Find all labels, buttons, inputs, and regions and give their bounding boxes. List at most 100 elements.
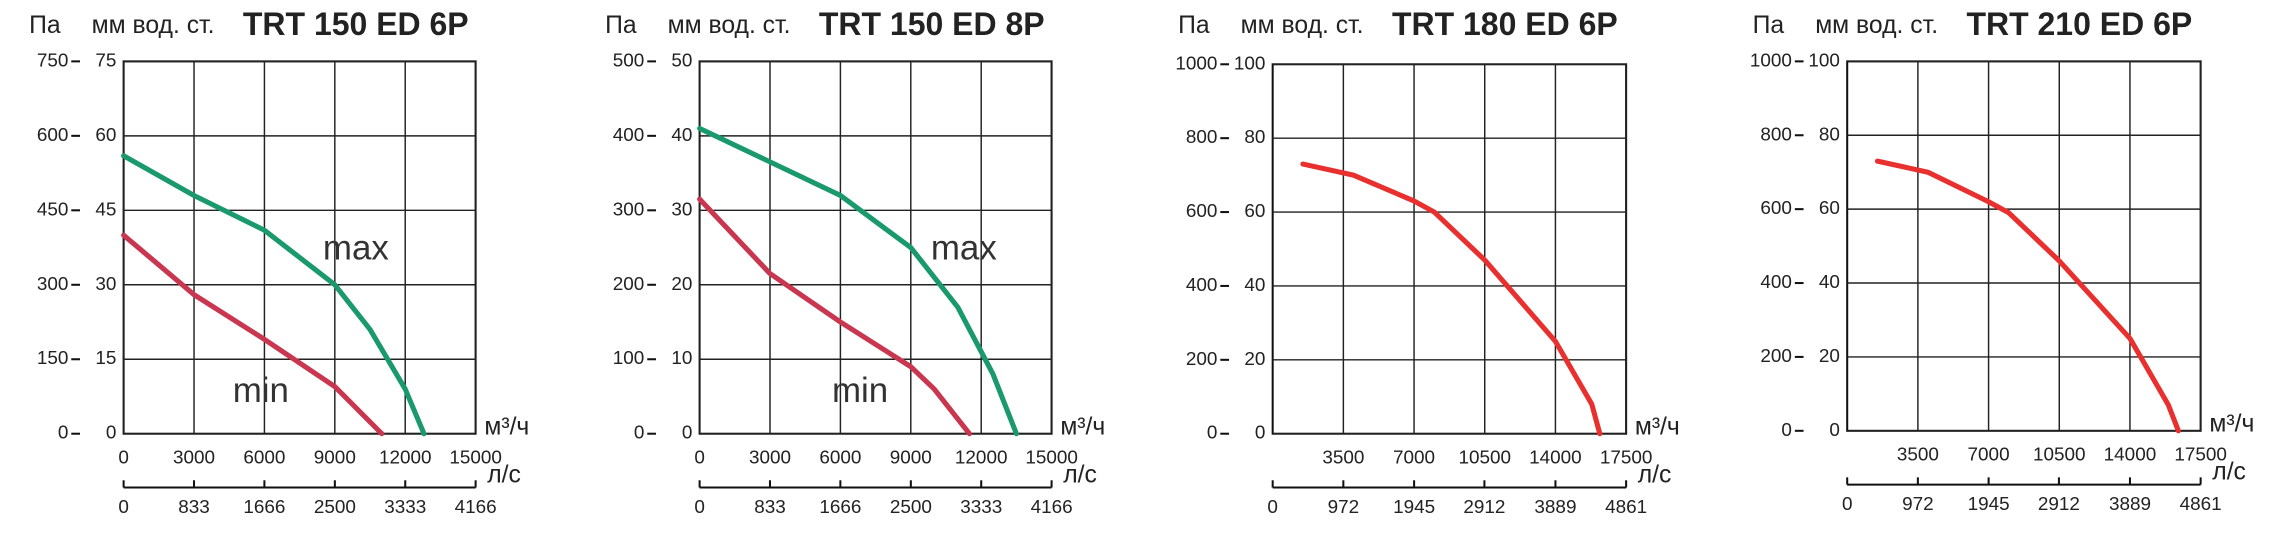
y2-tick-label: 60 xyxy=(95,125,116,146)
y2-axis-label: мм вод. ст. xyxy=(1815,12,1938,39)
x2-tick-label: 833 xyxy=(754,497,786,518)
x2-tick-label: 4166 xyxy=(1031,497,1073,518)
y2-tick-label: 100 xyxy=(1234,53,1266,74)
x2-tick-label: 833 xyxy=(178,497,210,518)
x2-tick-label: 1666 xyxy=(819,497,861,518)
y2-tick-label: 80 xyxy=(1244,127,1265,148)
curve xyxy=(121,153,427,437)
y2-tick-label: 20 xyxy=(1244,349,1265,370)
y2-tick-label: 0 xyxy=(1255,423,1266,444)
y-tick-label: 800 xyxy=(1760,124,1792,145)
y-tick-label: 0 xyxy=(58,423,69,444)
curve xyxy=(1874,158,2181,434)
chart-title: TRT 210 ED 6P xyxy=(1966,6,2192,42)
x-tick-label: 9000 xyxy=(314,447,356,468)
y-tick-label: 600 xyxy=(37,125,69,146)
y2-tick-label: 100 xyxy=(1808,50,1840,71)
x-tick-label: 0 xyxy=(694,447,705,468)
y-tick-label: 200 xyxy=(1760,346,1792,367)
y-tick-label: 300 xyxy=(37,274,69,295)
x-axis-label: м³/ч xyxy=(1635,413,1680,440)
y2-tick-label: 60 xyxy=(1244,201,1265,222)
x-tick-label: 9000 xyxy=(890,447,932,468)
y2-tick-label: 0 xyxy=(682,423,693,444)
x2-tick-label: 3333 xyxy=(384,497,426,518)
curve xyxy=(697,196,972,437)
x2-tick-label: 4166 xyxy=(455,497,497,518)
x2-tick-label: 972 xyxy=(1328,497,1360,518)
x2-tick-label: 1945 xyxy=(1393,497,1435,518)
y-axis-label: Па xyxy=(1753,12,1785,39)
x2-tick-label: 4861 xyxy=(1605,497,1647,518)
x-axis-label: м³/ч xyxy=(484,413,529,440)
y-tick-label: 200 xyxy=(613,274,645,295)
x-tick-label: 3500 xyxy=(1897,445,1939,466)
y-tick-label: 400 xyxy=(613,125,645,146)
y-tick-label: 0 xyxy=(1781,420,1792,441)
y2-tick-label: 15 xyxy=(95,348,116,369)
y-axis-label: Па xyxy=(29,12,61,39)
x-tick-label: 7000 xyxy=(1393,447,1435,468)
plot-frame xyxy=(122,60,477,435)
x-axis-label: м³/ч xyxy=(2209,411,2254,438)
chart-title: TRT 150 ED 6P xyxy=(243,6,469,42)
y2-tick-label: 10 xyxy=(671,348,692,369)
x-tick-label: 10500 xyxy=(1458,447,1511,468)
x-tick-label: 3000 xyxy=(173,447,215,468)
x2-tick-label: 3889 xyxy=(1534,497,1576,518)
x-tick-label: 15000 xyxy=(1025,447,1078,468)
x2-axis-label: л/с xyxy=(1063,461,1097,488)
x-tick-label: 10500 xyxy=(2033,445,2086,466)
y-tick-label: 0 xyxy=(634,423,645,444)
curve xyxy=(121,232,385,437)
x-tick-label: 14000 xyxy=(1529,447,1582,468)
x2-tick-label: 0 xyxy=(1842,494,1853,515)
y-tick-label: 800 xyxy=(1186,127,1218,148)
y-tick-label: 750 xyxy=(37,50,69,71)
y2-tick-label: 20 xyxy=(671,274,692,295)
x-tick-label: 3500 xyxy=(1322,447,1364,468)
curve xyxy=(1300,161,1603,437)
x-tick-label: 6000 xyxy=(819,447,861,468)
x2-tick-label: 2500 xyxy=(890,497,932,518)
curve xyxy=(697,125,1019,437)
y2-axis-label: мм вод. ст. xyxy=(668,12,791,39)
y-tick-label: 1000 xyxy=(1175,53,1217,74)
x-tick-label: 12000 xyxy=(379,447,432,468)
x-tick-label: 14000 xyxy=(2104,445,2157,466)
x2-axis-label: л/с xyxy=(1638,461,1672,488)
x-tick-label: 17500 xyxy=(1600,447,1653,468)
y-tick-label: 1000 xyxy=(1750,50,1792,71)
y-tick-label: 300 xyxy=(613,199,645,220)
x2-tick-label: 0 xyxy=(694,497,705,518)
y2-tick-label: 50 xyxy=(671,50,692,71)
y-tick-label: 200 xyxy=(1186,349,1218,370)
x2-tick-label: 3333 xyxy=(960,497,1002,518)
x-tick-label: 0 xyxy=(118,447,129,468)
y-axis-label: Па xyxy=(605,12,637,39)
y2-tick-label: 80 xyxy=(1819,124,1840,145)
y-axis-label: Па xyxy=(1178,12,1210,39)
series-label: min xyxy=(832,371,888,410)
y-tick-label: 150 xyxy=(37,348,69,369)
x2-tick-label: 0 xyxy=(118,497,129,518)
x2-tick-label: 0 xyxy=(1267,497,1278,518)
x2-tick-label: 2500 xyxy=(314,497,356,518)
y2-tick-label: 0 xyxy=(106,423,117,444)
x-tick-label: 3000 xyxy=(749,447,791,468)
y2-tick-label: 0 xyxy=(1829,420,1840,441)
series-label: max xyxy=(931,229,997,268)
chart-title: TRT 150 ED 8P xyxy=(819,6,1045,42)
x2-tick-label: 2912 xyxy=(2038,494,2080,515)
y2-tick-label: 40 xyxy=(671,125,692,146)
y2-tick-label: 30 xyxy=(671,199,692,220)
y-tick-label: 600 xyxy=(1186,201,1218,222)
y2-tick-label: 40 xyxy=(1244,275,1265,296)
y-tick-label: 500 xyxy=(613,50,645,71)
x2-axis-label: л/с xyxy=(487,461,521,488)
y-tick-label: 0 xyxy=(1207,423,1218,444)
x-tick-label: 6000 xyxy=(243,447,285,468)
y2-tick-label: 20 xyxy=(1819,346,1840,367)
x2-tick-label: 972 xyxy=(1902,494,1934,515)
